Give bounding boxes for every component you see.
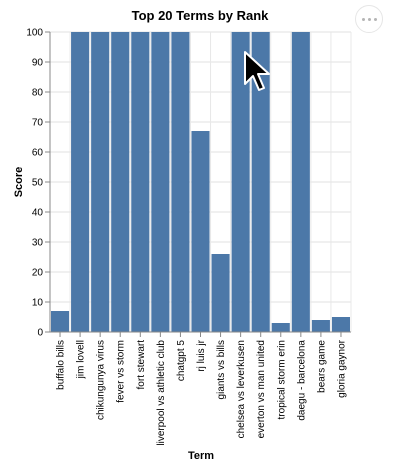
x-tick-label: chikungunya virus <box>96 340 107 420</box>
more-horizontal-icon <box>361 17 365 21</box>
bar <box>311 320 330 332</box>
chart-title: Top 20 Terms by Rank <box>132 8 270 23</box>
y-tick-label: 70 <box>32 118 44 129</box>
bar <box>171 32 190 332</box>
bar <box>71 32 90 332</box>
y-tick-label: 80 <box>32 88 44 99</box>
y-tick-label: 10 <box>32 298 44 309</box>
bar <box>231 32 250 332</box>
x-tick-label: chelsea vs leverkusen <box>236 340 247 438</box>
y-tick-label: 0 <box>37 328 43 339</box>
bars <box>51 32 350 332</box>
bar <box>151 32 170 332</box>
x-tick-label: tropical storm erin <box>276 340 287 419</box>
bar <box>271 323 290 332</box>
y-tick-label: 40 <box>32 208 44 219</box>
x-tick-label: liverpool vs athletic club <box>156 340 167 446</box>
x-tick-label: buffalo bills <box>56 340 67 390</box>
x-tick-label: chatgpt 5 <box>176 340 187 382</box>
y-tick-label: 20 <box>32 268 44 279</box>
x-tick-label: gloria gaynor <box>336 339 347 397</box>
x-axis-label: Term <box>188 450 214 462</box>
bar <box>191 131 210 332</box>
y-tick-label: 90 <box>32 58 44 69</box>
x-tick-label: daegu - barcelona <box>296 340 307 421</box>
x-tick-label: bears game <box>316 340 327 393</box>
bar <box>51 311 70 332</box>
bar <box>211 254 230 332</box>
more-options-button[interactable] <box>355 5 383 33</box>
x-tick-label: jim lovell <box>76 340 87 379</box>
x-axis-ticks: buffalo bills jim lovell chikungunya virus… <box>56 332 347 446</box>
y-tick-label: 30 <box>32 238 44 249</box>
bar <box>251 32 270 332</box>
y-axis-ticks: 0 10 20 30 40 50 60 70 80 90 100 <box>26 28 50 339</box>
y-tick-label: 50 <box>32 178 44 189</box>
x-tick-label: rj luis jr <box>196 339 207 371</box>
bar <box>291 32 310 332</box>
x-tick-label: giants vs bills <box>216 340 227 399</box>
arrow-cursor-icon <box>244 51 270 91</box>
y-tick-label: 100 <box>26 28 43 39</box>
x-tick-label: fever vs storm <box>116 340 127 403</box>
y-tick-label: 60 <box>32 148 44 159</box>
bar <box>91 32 110 332</box>
bar <box>331 317 350 332</box>
x-tick-label: everton vs man united <box>256 340 267 438</box>
bar <box>131 32 150 332</box>
bar <box>111 32 130 332</box>
y-axis-label: Score <box>13 167 25 198</box>
x-tick-label: fort stewart <box>136 340 147 390</box>
